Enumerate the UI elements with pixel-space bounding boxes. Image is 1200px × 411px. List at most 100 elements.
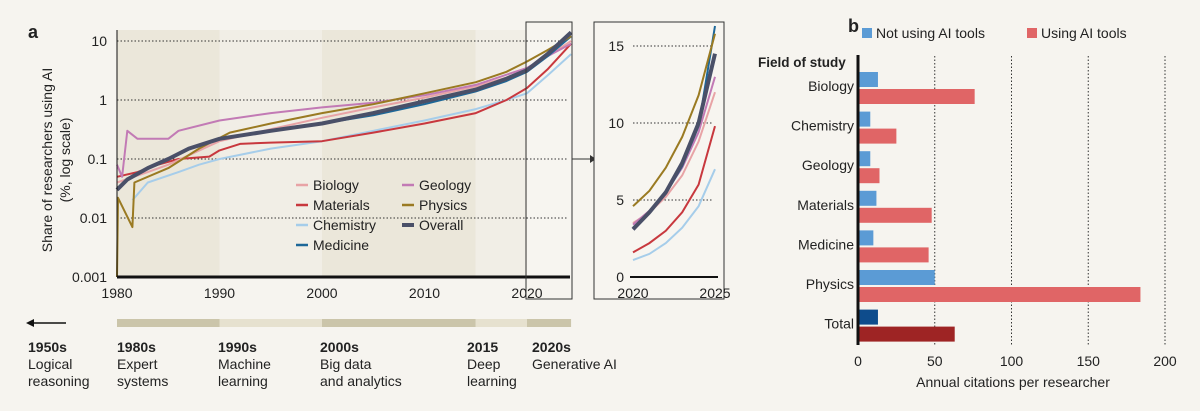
x-tick-label: 2010 (409, 285, 440, 301)
category-label: Materials (797, 197, 854, 213)
legend-label-chemistry: Chemistry (313, 217, 376, 233)
timeline-segment (219, 319, 322, 327)
inset-line-materials (632, 125, 716, 254)
era-label: 1980s Expert systems (117, 339, 168, 390)
legend-label-materials: Materials (313, 197, 370, 213)
inset-y-tick: 5 (616, 192, 624, 208)
x-tick-label-b: 200 (1153, 353, 1177, 369)
bar-physics-not-using-ai (858, 270, 935, 285)
series-line-overall (115, 30, 573, 192)
inset-line-chemistry (632, 168, 716, 262)
bar-materials-not-using-ai (858, 190, 877, 206)
bar-chemistry-using-ai (858, 128, 897, 144)
inset-frame (593, 21, 725, 300)
y-axis-label-line2: (%, log scale) (57, 118, 73, 203)
y-tick-label: 0.1 (88, 151, 108, 167)
era-description: learning (218, 373, 268, 389)
inset-y-tick: 10 (608, 115, 624, 131)
y-axis-label-line1: Share of researchers using AI (39, 68, 55, 252)
category-label: Biology (808, 78, 854, 94)
zoom-region-box (525, 21, 573, 300)
series-line-geology (116, 42, 572, 178)
inset-line-physics (632, 33, 716, 207)
category-label: Physics (806, 276, 854, 292)
era-description: Deep (467, 356, 501, 372)
x-tick-label: 2020 (511, 285, 542, 301)
bar-biology-not-using-ai (858, 72, 878, 87)
legend-label-medicine: Medicine (313, 237, 369, 253)
inset-y-tick: 0 (616, 269, 624, 285)
category-label: Total (824, 316, 854, 332)
legend-label-biology: Biology (313, 177, 359, 193)
timeline-segment (322, 319, 476, 327)
bar-medicine-using-ai (858, 247, 929, 263)
x-tick-label-b: 0 (854, 353, 862, 369)
era-year: 2000s (320, 339, 359, 355)
inset-x-tick: 2025 (699, 285, 730, 301)
era-year: 1990s (218, 339, 257, 355)
era-band-3 (475, 30, 527, 277)
legend-swatch-b (1027, 28, 1037, 38)
bar-medicine-not-using-ai (858, 230, 874, 246)
bar-biology-using-ai (858, 89, 975, 104)
legend-swatch-b (862, 28, 872, 38)
era-band-4 (527, 30, 574, 277)
y-tick-label: 0.001 (72, 269, 107, 285)
category-label: Medicine (798, 236, 854, 252)
timeline-segment (117, 319, 220, 327)
era-description: learning (467, 373, 517, 389)
bar-physics-using-ai (858, 287, 1141, 302)
era-label: 2020s Generative AI (532, 339, 617, 373)
era-description: Generative AI (532, 356, 617, 372)
timeline-segment (475, 319, 527, 327)
legend-label-overall: Overall (419, 217, 463, 233)
era-label: 1950s Logical reasoning (28, 339, 90, 390)
field-of-study-title: Field of study (758, 55, 846, 70)
series-line-materials (116, 43, 572, 178)
x-tick-label: 1980 (101, 285, 132, 301)
era-description: reasoning (28, 373, 90, 389)
era-description: and analytics (320, 373, 402, 389)
series-line-physics (116, 35, 572, 278)
era-description: systems (117, 373, 169, 389)
era-year: 2020s (532, 339, 571, 355)
legend-label-geology: Geology (419, 177, 471, 193)
era-description: Machine (218, 356, 271, 372)
era-label: 1990s Machine learning (218, 339, 271, 390)
era-year: 1980s (117, 339, 156, 355)
era-description: Expert (117, 356, 158, 372)
timeline-segment (527, 319, 572, 327)
era-description: Big data (320, 356, 372, 372)
inset-y-tick: 15 (608, 38, 624, 54)
x-tick-label: 2000 (306, 285, 337, 301)
y-tick-label: 0.01 (80, 210, 107, 226)
bar-chemistry-not-using-ai (858, 111, 871, 127)
bar-materials-using-ai (858, 207, 932, 223)
legend-label-b: Not using AI tools (876, 25, 985, 41)
category-label: Chemistry (791, 118, 854, 134)
era-year: 1950s (28, 339, 67, 355)
x-tick-label: 1990 (204, 285, 235, 301)
era-description: Logical (28, 356, 73, 372)
era-band-1 (219, 30, 322, 277)
era-band-2 (322, 30, 476, 277)
inset-line-overall (631, 53, 717, 231)
x-tick-label-b: 150 (1077, 353, 1101, 369)
bar-total-using-ai (858, 326, 955, 342)
era-label: 2015 Deep learning (467, 339, 517, 390)
y-tick-label: 1 (99, 92, 107, 108)
legend-label-b: Using AI tools (1041, 25, 1127, 41)
legend-label-physics: Physics (419, 197, 467, 213)
bar-geology-using-ai (858, 168, 880, 184)
category-label: Geology (802, 157, 854, 173)
bar-geology-not-using-ai (858, 151, 871, 167)
x-tick-label-b: 50 (927, 353, 943, 369)
arrow-left-icon (26, 319, 34, 327)
y-tick-label: 10 (91, 33, 107, 49)
x-axis-label-b: Annual citations per researcher (916, 374, 1110, 390)
arrow-head-icon (590, 155, 596, 163)
era-band-0 (117, 30, 220, 277)
x-tick-label-b: 100 (1000, 353, 1024, 369)
